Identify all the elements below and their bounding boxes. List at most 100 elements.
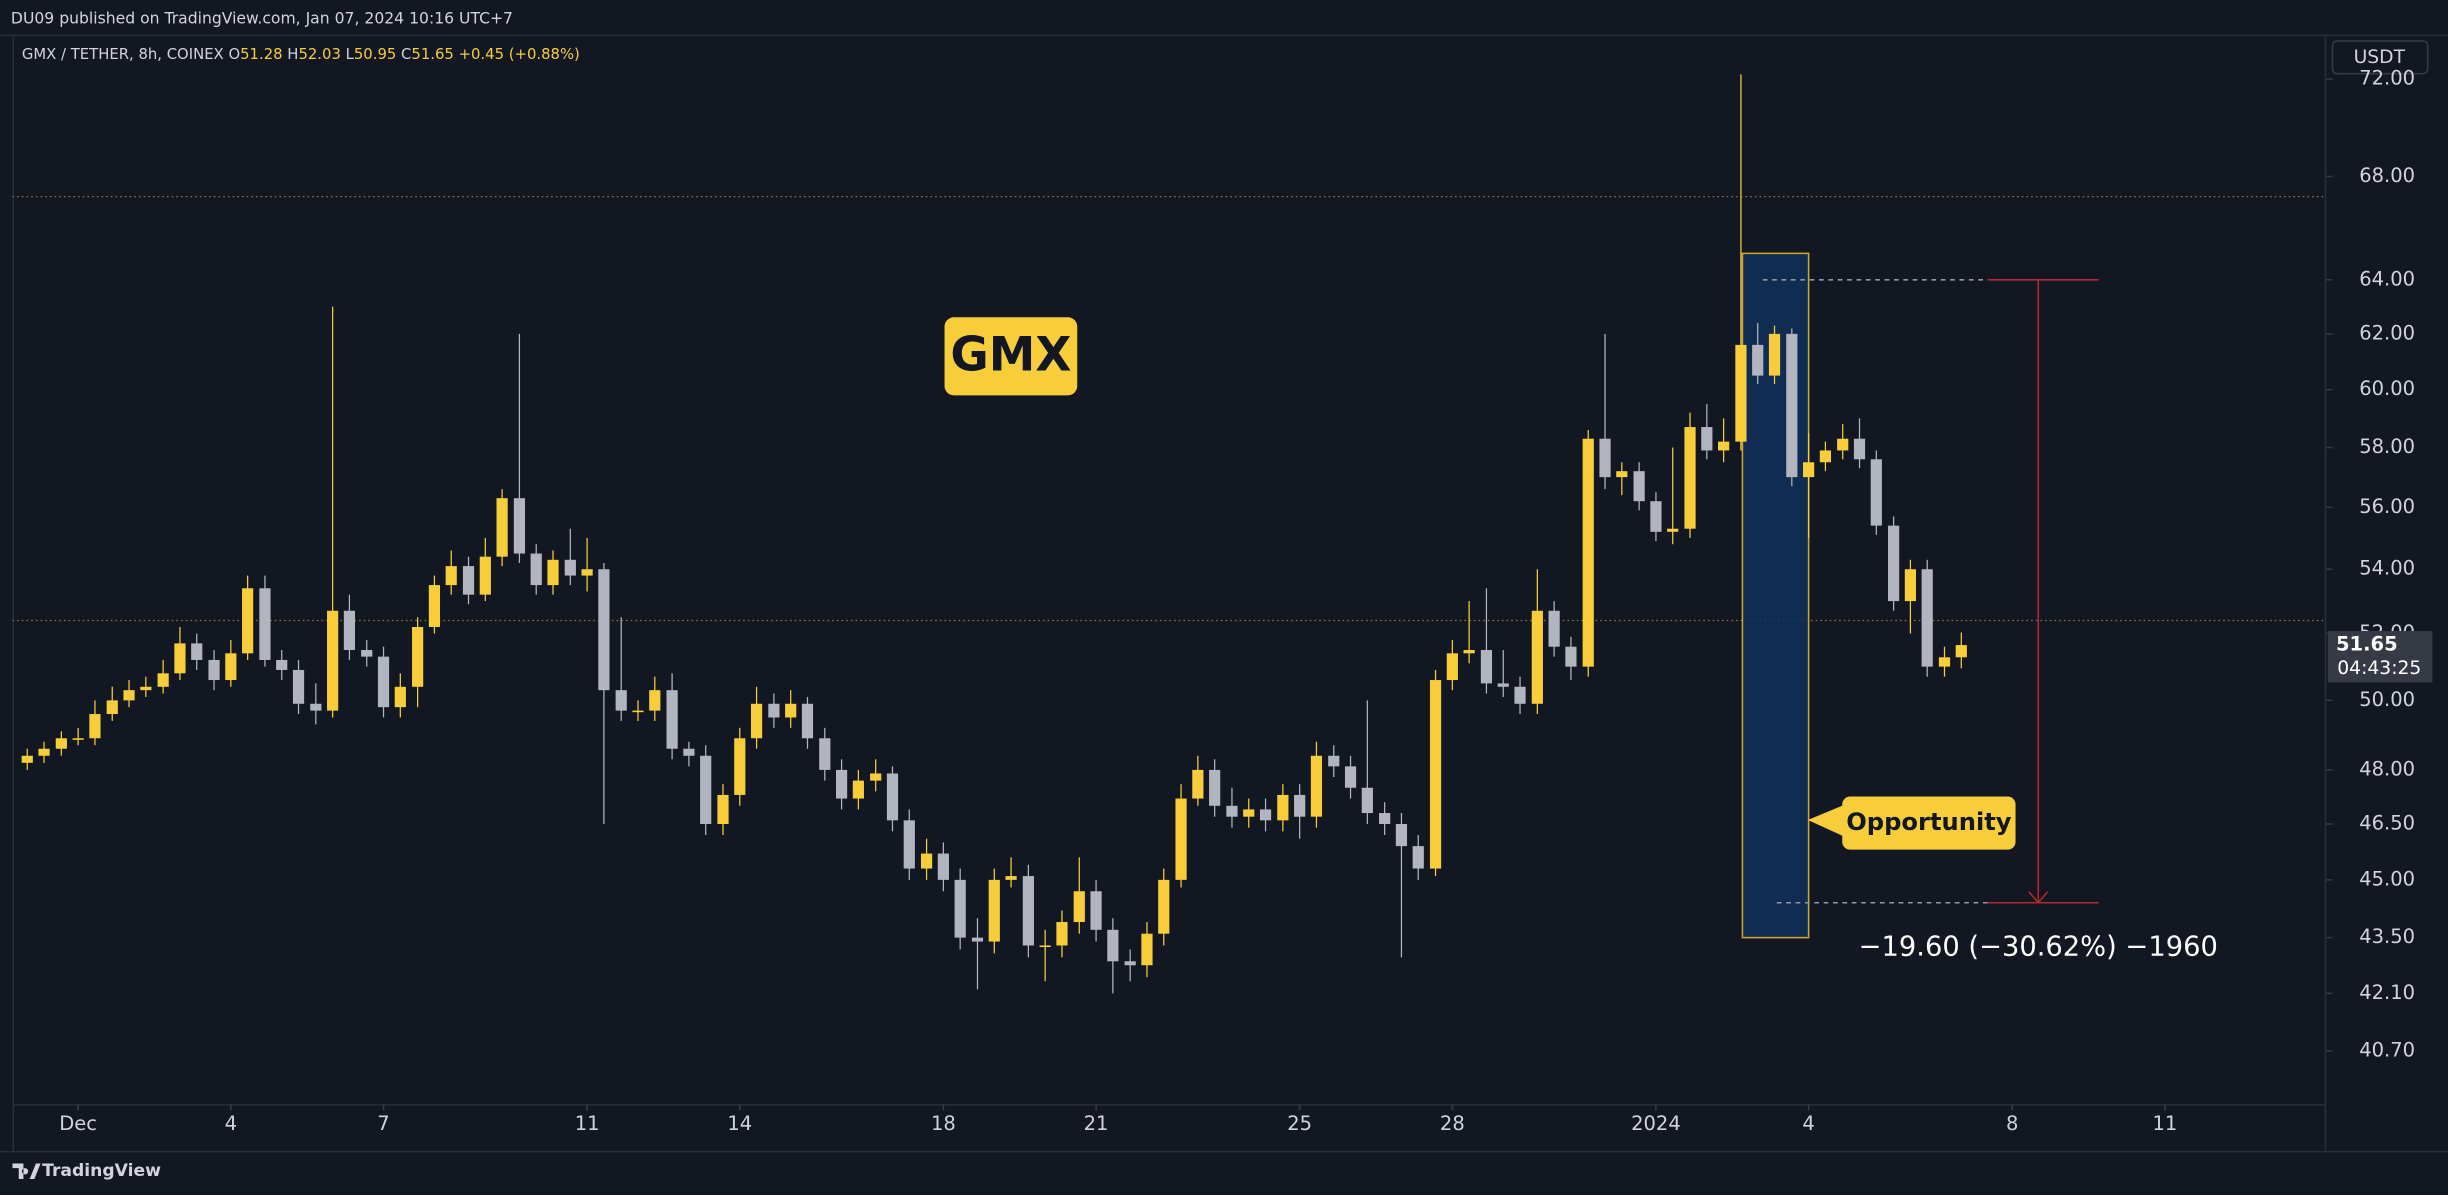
candle-body xyxy=(1259,809,1272,821)
candle-body xyxy=(445,566,457,586)
candle-body xyxy=(971,937,984,942)
measure-arrow xyxy=(2028,891,2049,904)
currency[interactable]: USDT xyxy=(2354,47,2406,68)
candle-body xyxy=(140,686,152,691)
candle-body xyxy=(1497,683,1509,687)
candle-body xyxy=(361,650,373,657)
candle-body xyxy=(1819,450,1832,463)
callout-box xyxy=(1842,796,2016,850)
candle-body xyxy=(683,748,695,756)
y-tick-label: 50.00 xyxy=(2359,688,2415,711)
candle-body xyxy=(208,659,220,681)
candle-body xyxy=(615,690,627,711)
candle-body xyxy=(1837,438,1849,451)
candle-body xyxy=(1039,945,1051,948)
y-tick-label: 62.00 xyxy=(2359,321,2415,344)
candle-body xyxy=(1005,876,1017,880)
candle-body xyxy=(819,738,831,770)
candle-body xyxy=(1277,794,1289,821)
candle-body xyxy=(38,748,50,756)
candle-body xyxy=(1056,922,1068,946)
candle-body xyxy=(259,588,271,660)
footer-logo xyxy=(12,1163,41,1180)
candle-body xyxy=(1446,653,1458,681)
candle-body xyxy=(1429,680,1442,869)
candle-body xyxy=(513,498,526,554)
footer-text: TradingView xyxy=(42,1161,161,1181)
y-tick-label: 68.00 xyxy=(2359,164,2415,187)
x-tick-label: 11 xyxy=(575,1112,600,1135)
candle-body xyxy=(55,738,67,749)
legend-value: 50.95 xyxy=(354,46,396,63)
legend-label: C xyxy=(401,46,411,63)
candle-body xyxy=(886,773,899,821)
candle-body xyxy=(1599,438,1611,478)
candle-body xyxy=(1463,650,1475,654)
candle-body xyxy=(428,585,441,628)
candle-body xyxy=(1548,610,1560,647)
candle-body xyxy=(649,690,661,711)
y-tick-label: 48.00 xyxy=(2359,757,2415,780)
candle-body xyxy=(157,673,169,687)
legend-label: L xyxy=(346,46,355,63)
candle-body xyxy=(1107,929,1119,962)
candle-body xyxy=(1667,528,1679,532)
legend-value: 51.28 xyxy=(240,46,282,63)
y-tick-label: 45.00 xyxy=(2359,867,2415,890)
candle-body xyxy=(479,556,491,595)
measure-label: −19.60 (−30.62%) −1960 xyxy=(1859,932,2218,963)
candle-body xyxy=(1310,755,1323,817)
currency-box[interactable] xyxy=(2331,40,2429,75)
candle-body xyxy=(496,498,508,557)
y-tick-label: 56.00 xyxy=(2359,495,2415,518)
candle-body xyxy=(547,559,559,586)
candle-body xyxy=(1735,344,1747,442)
y-tick-label: 64.00 xyxy=(2359,267,2415,290)
candle-body xyxy=(72,738,84,740)
candle-body xyxy=(106,700,118,715)
candle-body xyxy=(1633,471,1645,502)
candle-body xyxy=(1582,438,1594,667)
y-tick-label: 40.70 xyxy=(2359,1038,2415,1061)
candle-body xyxy=(1073,891,1085,923)
candle-body xyxy=(785,703,797,718)
candle-body xyxy=(1684,427,1696,529)
candle-body xyxy=(1955,645,1967,658)
y-tick-label: 42.10 xyxy=(2359,981,2415,1004)
candle-body xyxy=(1090,891,1102,930)
x-tick-label: 11 xyxy=(2152,1112,2177,1135)
legend-value: 51.65 xyxy=(411,46,453,63)
candle-body xyxy=(1752,344,1764,376)
candle-body xyxy=(343,610,356,651)
y-tick-label: 43.50 xyxy=(2359,925,2415,948)
candle-body xyxy=(123,690,135,701)
x-tick-label: 28 xyxy=(1440,1112,1465,1135)
candle-body xyxy=(1395,823,1408,847)
x-tick-label: 18 xyxy=(931,1112,956,1135)
x-tick-label: Dec xyxy=(59,1112,97,1135)
candle-body xyxy=(988,879,1000,942)
candle-body xyxy=(581,569,593,576)
x-tick-label: 4 xyxy=(1802,1112,1814,1135)
y-tick-label: 46.50 xyxy=(2359,811,2415,834)
header-text: DU09 published on TradingView.com, Jan 0… xyxy=(11,10,513,28)
y-tick-label: 58.00 xyxy=(2359,435,2415,458)
candle-body xyxy=(1124,961,1136,966)
candle-body xyxy=(292,669,305,704)
plot-layer xyxy=(12,74,2327,994)
countdown: 04:43:25 xyxy=(2337,658,2421,679)
candle-body xyxy=(598,569,610,691)
candle-body xyxy=(242,588,254,654)
candle-body xyxy=(1938,657,1951,667)
last-price: 51.65 xyxy=(2336,633,2398,656)
candle-body xyxy=(1480,650,1493,684)
candle-body xyxy=(1616,471,1628,478)
y-tick-label: 60.00 xyxy=(2359,377,2415,400)
candle-body xyxy=(1514,686,1526,704)
candle-body xyxy=(717,794,729,824)
candle-body xyxy=(801,703,814,739)
candle-body xyxy=(1022,876,1034,946)
legend-value: 52.03 xyxy=(298,46,340,63)
candle-body xyxy=(174,643,186,674)
candle-body xyxy=(1328,755,1340,767)
